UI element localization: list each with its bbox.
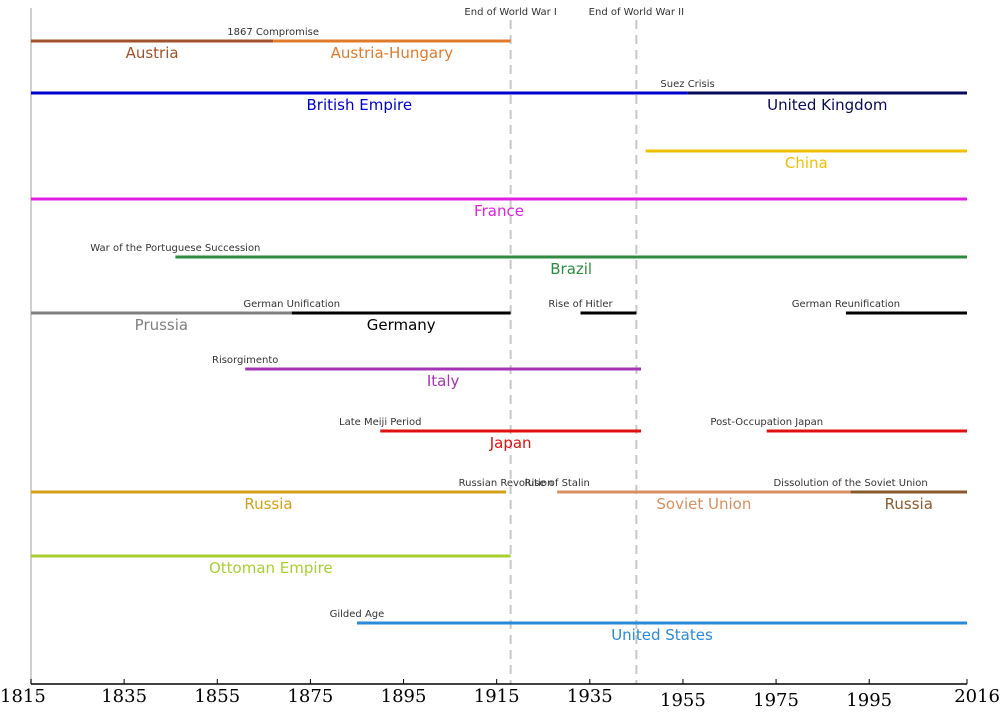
event-label: Rise of Hitler (548, 299, 613, 310)
event-label: Risorgimento (212, 355, 278, 366)
x-tick-label: 1855 (194, 686, 240, 707)
row-austria: Austria Austria-Hungary 1867 Compromise (31, 27, 511, 62)
segment-label: Austria-Hungary (331, 44, 454, 62)
x-tick-label: 1895 (381, 686, 427, 707)
segment-label: Austria (126, 44, 179, 62)
x-tick-label: 1955 (660, 690, 706, 711)
event-label: Rise of Stalin (525, 478, 590, 489)
x-tick-label: 1915 (474, 686, 520, 707)
segment-label: Soviet Union (656, 495, 751, 513)
x-tick-label: 1935 (567, 686, 613, 707)
row-brazil: Brazil War of the Portuguese Succession (90, 243, 967, 278)
event-label: German Reunification (792, 299, 900, 310)
event-label: 1867 Compromise (227, 27, 319, 38)
x-tick-label: 1835 (101, 686, 147, 707)
segment-label: British Empire (306, 96, 412, 114)
event-label: War of the Portuguese Succession (90, 243, 260, 254)
event-label: Suez Crisis (660, 79, 714, 90)
row-france: France (31, 197, 967, 220)
row-italy: Italy Risorgimento (212, 355, 642, 390)
reference-line-label: End of World War II (589, 7, 684, 18)
x-tick-label: 1875 (287, 686, 333, 707)
event-label: Dissolution of the Soviet Union (773, 478, 927, 489)
segment-label: Russia (244, 495, 292, 513)
segment-label: China (785, 154, 828, 172)
timeline-rows: Austria Austria-Hungary 1867 Compromise Bri… (31, 27, 967, 644)
segment-label: United States (611, 626, 713, 644)
x-axis: 1815 1835 1855 1875 1895 1915 1935 1955 1975 1995… (0, 8, 1000, 711)
event-label: Gilded Age (330, 609, 385, 620)
x-tick-label: 2016 (954, 686, 1000, 707)
reference-line-label: End of World War I (464, 7, 556, 18)
row-united-states: United States Gilded Age (330, 609, 967, 644)
segment-label: Ottoman Empire (209, 559, 333, 577)
x-tick-label: 1975 (753, 690, 799, 711)
segment-label: France (474, 202, 524, 220)
x-tick-label: 1815 (0, 686, 46, 707)
segment-label: Russia (885, 495, 933, 513)
segment-label: Prussia (135, 316, 188, 334)
row-china: China (645, 149, 967, 172)
segment-label: Brazil (550, 260, 592, 278)
row-germany: Prussia Germany German Unification Rise of … (31, 299, 967, 334)
segment-label: Japan (489, 434, 532, 452)
segment-label: United Kingdom (767, 96, 887, 114)
event-label: Post-Occupation Japan (710, 417, 823, 428)
x-tick-label: 1995 (846, 690, 892, 711)
event-label: German Unification (243, 299, 340, 310)
row-russia: Russia Soviet Union Russia Russian Revoluti… (31, 478, 967, 513)
row-ottoman-empire: Ottoman Empire (31, 554, 511, 577)
row-japan: Japan Late Meiji Period Post-Occupation Ja… (339, 417, 967, 452)
reference-lines: End of World War I End of World War II (464, 7, 684, 684)
segment-label: Germany (367, 316, 436, 334)
event-label: Russian Revolution (459, 478, 554, 489)
segment-label: Italy (427, 372, 460, 390)
event-label: Late Meiji Period (339, 417, 421, 428)
row-united-kingdom: British Empire United Kingdom Suez Crisis (31, 79, 967, 114)
